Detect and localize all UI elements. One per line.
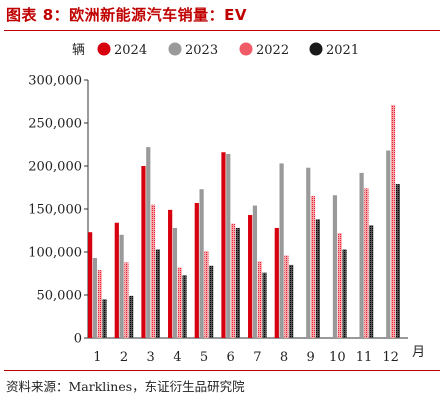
bar-2024-month-4: [168, 209, 173, 338]
bar-2023-month-6: [226, 153, 231, 338]
bar-2021-month-4: [182, 275, 187, 338]
legend-label-2024: 2024: [114, 43, 147, 58]
bar-2022-month-2: [124, 262, 129, 338]
y-tick-label: 200,000: [28, 160, 82, 175]
bar-2023-month-11: [359, 172, 364, 338]
bar-2023-month-10: [332, 195, 338, 338]
x-tick-label: 1: [93, 350, 101, 365]
x-tick-label: 4: [173, 350, 181, 365]
bar-2023-month-2: [119, 234, 124, 338]
bar-2022-month-12: [390, 104, 396, 338]
bar-2021-month-9: [315, 219, 320, 338]
bar-2022-month-6: [230, 223, 236, 338]
bar-2022-month-5: [204, 251, 209, 338]
chart-bars: [88, 104, 400, 338]
bar-2024-month-6: [221, 152, 226, 338]
bar-2022-month-1: [97, 270, 102, 338]
bar-2022-month-7: [257, 261, 262, 338]
legend-marker-2021: [309, 42, 323, 56]
bar-2022-month-9: [310, 196, 316, 338]
source-divider: [4, 370, 440, 371]
legend-label-2023: 2023: [185, 43, 218, 58]
y-axis-label: 辆: [72, 43, 85, 58]
x-tick-label: 2: [120, 350, 128, 365]
bar-2021-month-5: [209, 265, 214, 338]
bar-2021-month-11: [369, 225, 374, 338]
bar-chart: 0 50,000 100,000 150,000 200,000 250,000 300,0…: [28, 42, 425, 365]
legend-marker-2022: [239, 42, 253, 56]
legend-marker-2023: [168, 42, 182, 56]
y-tick-label: 100,000: [28, 246, 82, 261]
figure-title: 图表 8：欧洲新能源汽车销量：EV: [6, 6, 248, 24]
bar-2024-month-2: [114, 222, 119, 338]
bar-2023-month-9: [306, 167, 311, 338]
x-tick-label: 5: [200, 350, 208, 365]
legend-marker-2024: [97, 42, 111, 56]
bar-2023-month-8: [279, 163, 284, 338]
x-tick-label: 3: [147, 350, 155, 365]
chart-legend: 2024 2023 2022 2021: [97, 42, 359, 58]
x-tick-label: 11: [356, 350, 373, 365]
bar-2023-month-1: [92, 258, 98, 338]
x-axis-unit: 月: [412, 345, 425, 360]
x-tick-label: 12: [382, 350, 399, 365]
x-tick-label: 7: [253, 350, 261, 365]
bar-2024-month-8: [274, 227, 279, 338]
bar-2022-month-11: [364, 188, 369, 338]
bar-2021-month-10: [342, 249, 347, 338]
bar-2021-month-3: [155, 249, 160, 338]
legend-label-2022: 2022: [256, 43, 289, 58]
bar-2023-month-5: [199, 189, 204, 338]
bar-2021-month-12: [395, 184, 400, 338]
source-note: 资料来源：Marklines，东证衍生品研究院: [6, 379, 245, 394]
bar-2024-month-1: [88, 232, 93, 338]
title-divider: [4, 30, 440, 31]
bar-2024-month-3: [141, 166, 146, 338]
y-tick-label: 250,000: [28, 117, 82, 132]
bar-2021-month-2: [129, 295, 134, 338]
y-tick-label: 150,000: [28, 203, 82, 218]
bar-2021-month-1: [102, 299, 107, 338]
x-tick-label: 9: [307, 350, 315, 365]
bar-2021-month-6: [235, 227, 240, 338]
bar-2024-month-5: [194, 202, 199, 338]
bar-2022-month-10: [337, 233, 342, 338]
bar-2023-month-3: [146, 147, 151, 338]
chart-axes: 0 50,000 100,000 150,000 200,000 250,000 300,0…: [28, 74, 408, 365]
bar-2023-month-12: [386, 150, 391, 338]
x-tick-label: 8: [280, 350, 288, 365]
y-tick-label: 50,000: [37, 289, 83, 304]
bar-2021-month-8: [289, 264, 294, 338]
bar-2022-month-3: [150, 204, 156, 338]
bar-2022-month-8: [284, 255, 289, 338]
bar-2023-month-7: [252, 205, 258, 338]
y-tick-label: 0: [74, 332, 82, 347]
x-tick-label: 10: [329, 350, 346, 365]
x-tick-label: 6: [227, 350, 235, 365]
bar-2024-month-7: [248, 215, 253, 338]
y-tick-label: 300,000: [28, 74, 82, 89]
bar-2021-month-7: [262, 272, 267, 338]
bar-2022-month-4: [177, 267, 182, 338]
legend-label-2021: 2021: [326, 43, 359, 58]
bar-2023-month-4: [172, 227, 178, 338]
